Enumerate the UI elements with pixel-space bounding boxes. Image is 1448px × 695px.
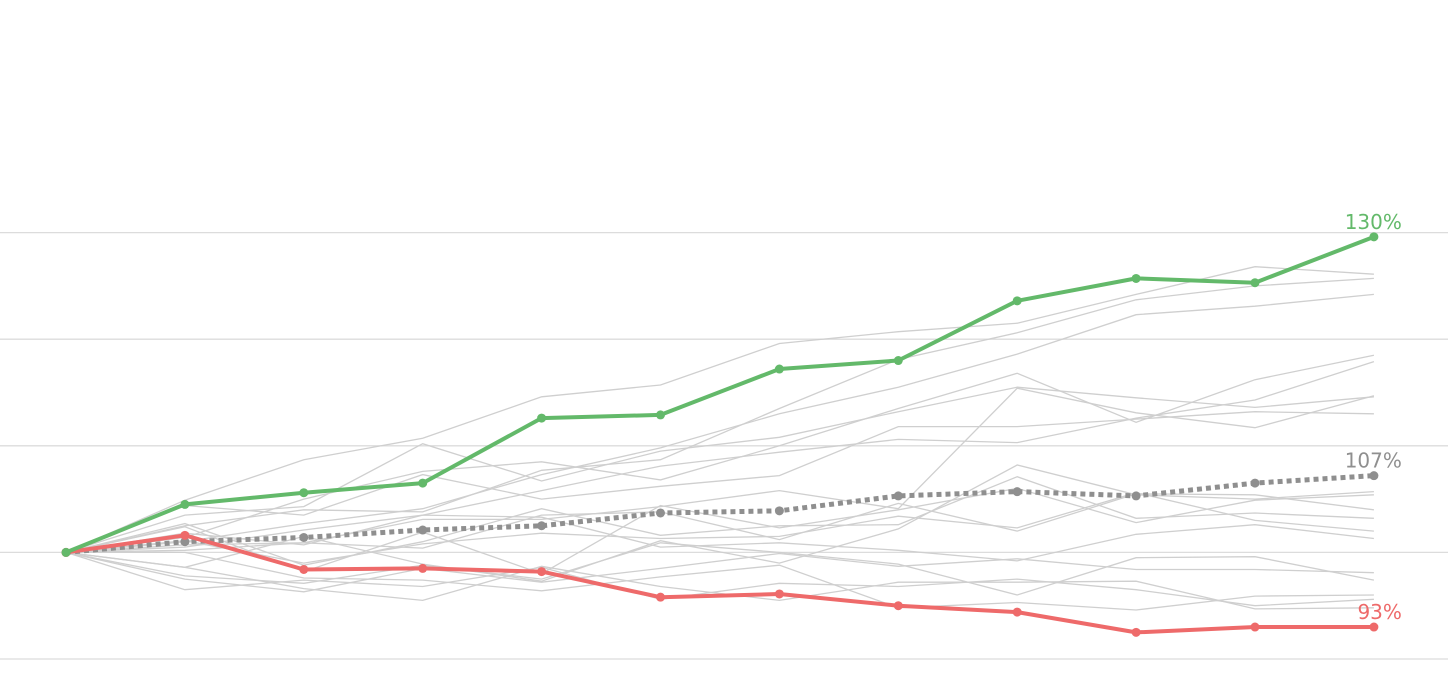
median-series-point <box>299 532 309 542</box>
best-series-point <box>1012 296 1022 306</box>
background-series-line <box>65 354 1375 554</box>
median-series-point <box>537 521 547 531</box>
median-series-point <box>1369 471 1379 481</box>
worst-series-point <box>1369 622 1379 632</box>
end-labels: 107% 93% 130% <box>1345 210 1402 624</box>
worst-end-label: 93% <box>1357 600 1401 624</box>
best-series-point <box>1131 273 1141 283</box>
background-series-line <box>65 476 1374 566</box>
background-series-line <box>65 293 1374 554</box>
worst-series-point <box>1012 607 1022 617</box>
worst-series-point <box>1131 627 1141 637</box>
median-series-point <box>1012 487 1022 497</box>
best-series-point <box>774 364 784 374</box>
worst-series-point <box>656 592 665 602</box>
background-series-line <box>65 464 1374 582</box>
best-series-point <box>1369 232 1379 242</box>
background-series-line <box>66 551 1374 611</box>
median-series-point <box>1131 491 1141 501</box>
background-series-line <box>65 514 1374 562</box>
best-series-point <box>656 410 665 420</box>
best-series-point <box>893 356 903 366</box>
best-series-point <box>418 478 428 488</box>
worst-series-point <box>180 530 190 540</box>
median-series-point <box>180 537 190 547</box>
worst-series-point <box>418 563 428 573</box>
best-series-point <box>537 413 547 423</box>
background-series-line <box>65 266 1374 553</box>
background-series-line <box>65 277 1374 554</box>
median-series-point <box>774 506 784 516</box>
median-series-line <box>65 473 1375 555</box>
background-series-line <box>65 551 1374 610</box>
background-series-line <box>65 492 1374 564</box>
best-end-label: 130% <box>1345 210 1402 234</box>
background-series-line <box>65 387 1375 554</box>
worst-series-point <box>893 601 903 611</box>
median-series-point <box>656 508 665 518</box>
worst-series-line <box>64 533 1376 635</box>
best-series-point <box>299 488 309 498</box>
background-series-line <box>65 386 1374 554</box>
median-series-point <box>893 491 903 501</box>
median-series-point <box>418 525 428 535</box>
worst-series-point <box>774 589 784 599</box>
worst-series-point <box>537 567 547 577</box>
background-series-line <box>65 551 1374 607</box>
background-series-line <box>65 551 1374 593</box>
best-series-point <box>1250 278 1260 288</box>
best-series-point <box>180 499 190 509</box>
median-end-label: 107% <box>1345 449 1402 473</box>
median-series-point <box>1250 478 1260 488</box>
best-series-point <box>61 547 71 557</box>
background-series-line <box>65 411 1374 554</box>
worst-series-point <box>299 564 309 574</box>
worst-series-point <box>1250 622 1260 632</box>
best-series-line <box>64 234 1376 555</box>
highlight-series-group <box>61 232 1379 637</box>
